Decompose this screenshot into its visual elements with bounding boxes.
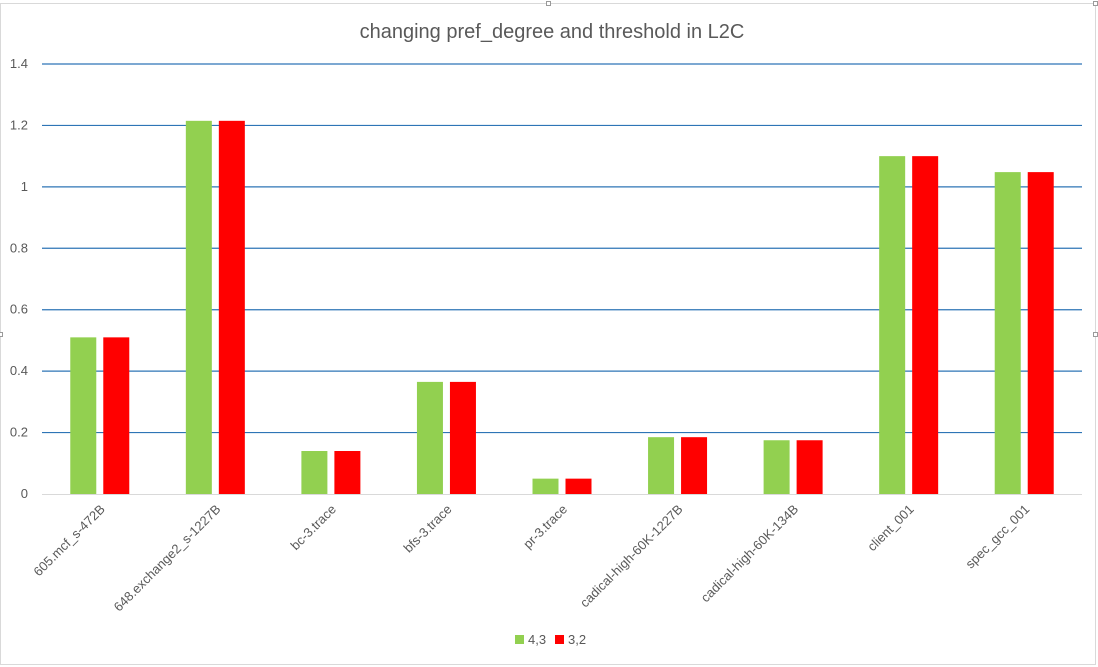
x-tick-label: cadical-high-60K-134B <box>698 502 802 606</box>
x-tick-label: 648.exchange2_s-1227B <box>111 502 224 615</box>
bar-series-b-6 <box>796 440 823 494</box>
x-tick-label: spec_gcc_001 <box>962 502 1032 572</box>
y-tick-label: 0.8 <box>10 240 28 255</box>
x-tick-label: cadical-high-60K-1227B <box>577 502 686 611</box>
bar-series-a-1 <box>185 120 212 495</box>
bars <box>70 120 1054 495</box>
x-tick-label: bfs-3.trace <box>401 502 455 556</box>
bar-series-a-6 <box>763 440 790 494</box>
legend-swatch-0 <box>515 635 524 644</box>
bar-series-a-3 <box>416 381 443 494</box>
y-tick-label: 1 <box>21 179 28 194</box>
y-tick-label: 0.2 <box>10 425 28 440</box>
bar-series-b-8 <box>1027 172 1054 494</box>
x-tick-label: bc-3.trace <box>288 502 339 553</box>
chart-title: changing pref_degree and threshold in L2… <box>360 21 745 43</box>
bar-series-b-0 <box>103 337 130 494</box>
y-tick-label: 1.2 <box>10 117 28 132</box>
y-tick-label: 0.4 <box>10 363 28 378</box>
x-axis-tick-labels: 605.mcf_s-472B 648.exchange2_s-1227B bc-3.… <box>30 502 1032 615</box>
bar-series-b-4 <box>565 478 592 494</box>
y-axis-tick-labels: 0 0.2 0.4 0.6 0.8 1 1.2 1.4 <box>10 56 28 501</box>
resize-handle-top[interactable] <box>546 1 551 6</box>
y-tick-label: 0.6 <box>10 302 28 317</box>
y-tick-label: 1.4 <box>10 56 28 71</box>
legend-label-1[interactable]: 3,2 <box>568 632 586 647</box>
x-tick-label: pr-3.trace <box>520 502 570 552</box>
legend-swatch-1 <box>555 635 564 644</box>
legend[interactable]: 4,3 3,2 <box>515 632 586 647</box>
bar-series-a-5 <box>648 437 675 494</box>
bar-series-a-8 <box>994 172 1021 494</box>
gridlines <box>42 63 1082 434</box>
bar-series-a-7 <box>879 156 906 494</box>
resize-handle-left[interactable] <box>0 332 3 337</box>
bar-series-b-3 <box>449 381 476 494</box>
bar-series-a-4 <box>532 478 559 494</box>
bar-series-a-2 <box>301 451 328 494</box>
y-tick-label: 0 <box>21 486 28 501</box>
x-tick-label: client_001 <box>864 502 917 555</box>
x-tick-label: 605.mcf_s-472B <box>30 502 108 580</box>
bar-series-b-1 <box>218 120 245 495</box>
bar-series-b-2 <box>334 451 361 494</box>
bar-series-a-0 <box>70 337 97 494</box>
legend-label-0[interactable]: 4,3 <box>528 632 546 647</box>
bar-series-b-7 <box>912 156 939 494</box>
bar-series-b-5 <box>681 437 708 494</box>
